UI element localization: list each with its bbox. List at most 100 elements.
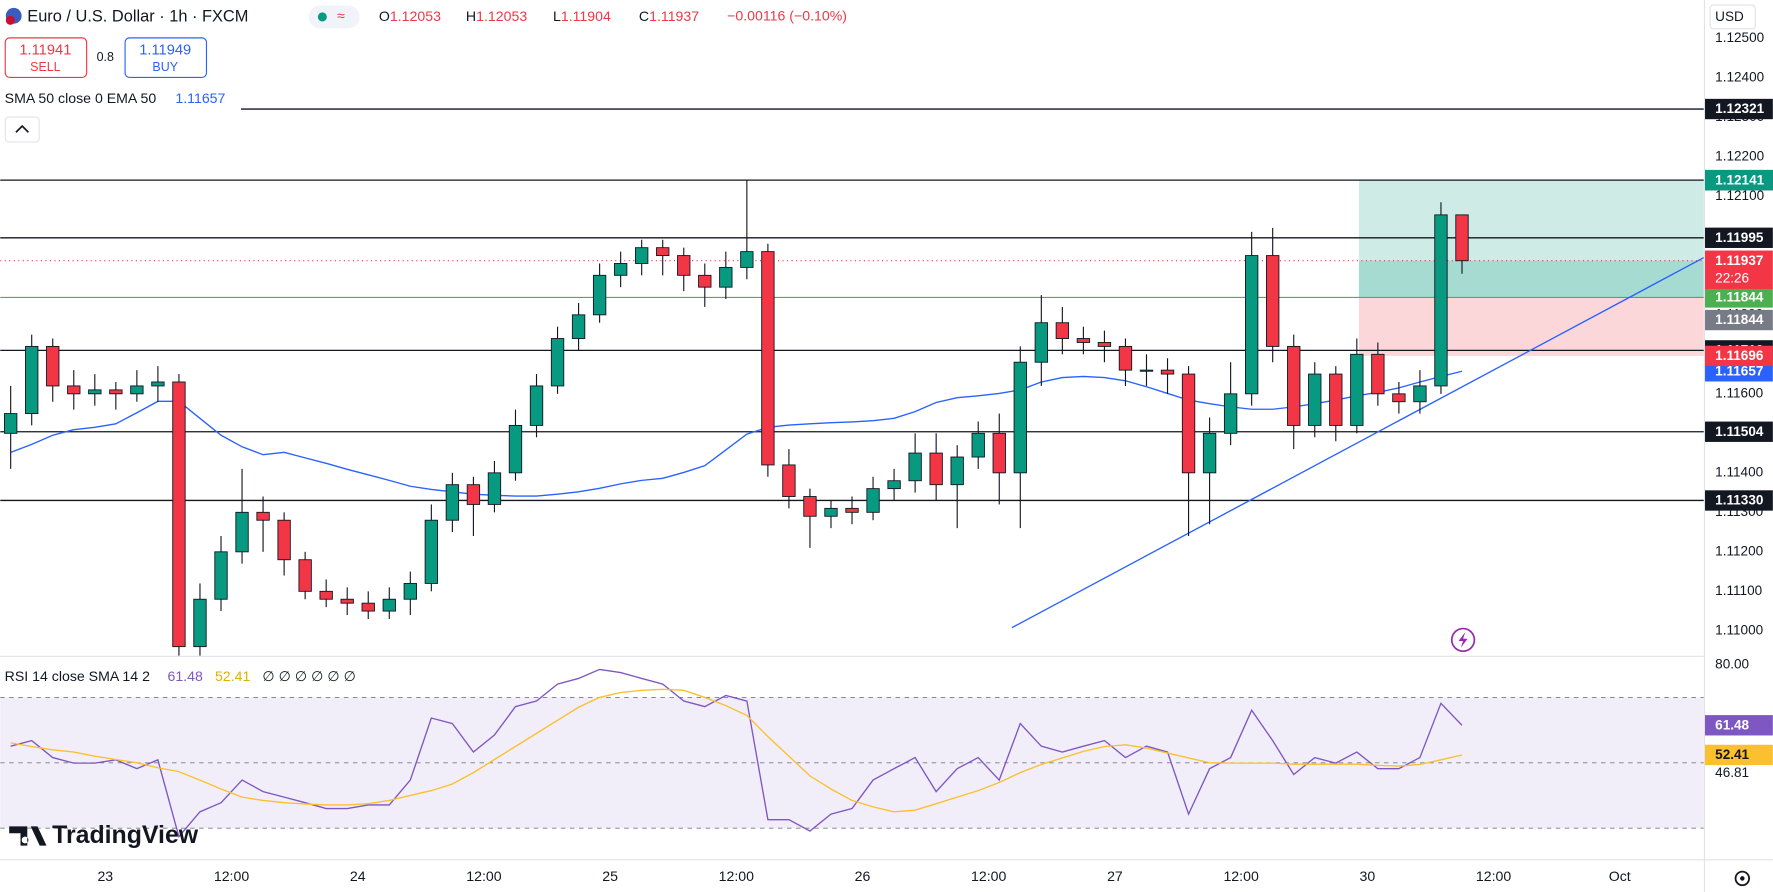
price-badge-label: 1.11657 <box>1715 363 1763 378</box>
ohlc-item: H1.12053 <box>466 8 527 24</box>
candle-body <box>424 519 439 584</box>
candle-body <box>172 381 186 648</box>
candle-body <box>277 519 291 561</box>
candle-body <box>719 266 733 288</box>
y-tick-label: 1.11400 <box>1715 464 1763 479</box>
candle-body <box>235 511 249 553</box>
candle-body <box>1287 345 1301 426</box>
candle-body <box>845 507 859 513</box>
y-tick-label: 1.11100 <box>1715 583 1762 598</box>
price-badge <box>1705 250 1773 289</box>
y-tick-label: 1.12200 <box>1715 148 1764 163</box>
price-badge <box>1705 421 1773 442</box>
indicator-value: 1.11657 <box>175 90 225 106</box>
candle-body <box>46 345 60 387</box>
header: Euro / U.S. Dollar · 1h · FXCM ≈ O1.1205… <box>4 4 1756 887</box>
candle-body <box>109 389 123 395</box>
candle-body <box>25 345 39 415</box>
candle-body <box>929 452 943 486</box>
x-tick-label: 26 <box>855 868 871 884</box>
price-badge <box>1705 490 1773 511</box>
candle-body <box>403 582 417 600</box>
status-pill[interactable] <box>308 5 360 29</box>
ohlc-item: C1.11937 <box>639 8 699 24</box>
candle-body <box>340 598 354 604</box>
candle-body <box>1118 345 1133 371</box>
candle-body <box>1266 255 1280 347</box>
rsi-badge <box>1705 715 1773 736</box>
x-tick-label: 27 <box>1107 868 1123 884</box>
candle-body <box>1308 373 1322 426</box>
currency: USD <box>1715 9 1744 24</box>
position-open-pnl <box>1358 260 1704 298</box>
y-tick-label: 1.11000 <box>1715 622 1763 637</box>
candle-body <box>319 590 333 600</box>
x-tick-label: Oct <box>1609 868 1631 884</box>
candle-body <box>571 314 586 339</box>
ohlc-label: C <box>639 8 649 24</box>
ohlc-label: O <box>379 8 390 24</box>
y-tick-label: 1.11600 <box>1715 385 1763 400</box>
candle-body <box>1055 322 1070 339</box>
candle-body <box>887 480 901 490</box>
candle-body <box>1223 393 1238 434</box>
rsi-empty-values: ∅ ∅ ∅ ∅ ∅ ∅ <box>262 668 355 684</box>
candle-body <box>151 381 165 387</box>
logo-text: TradingView <box>52 821 199 849</box>
spread: 0.8 <box>97 50 114 64</box>
currency-button[interactable] <box>1709 4 1756 30</box>
price-badge-label: 1.11504 <box>1715 424 1764 439</box>
ohlc-label: L <box>553 8 561 24</box>
candle-body <box>613 263 628 276</box>
candle-body <box>950 456 964 486</box>
sell-button[interactable] <box>4 37 88 79</box>
candle-body <box>635 247 649 264</box>
candle-body <box>298 559 312 592</box>
x-tick-label: 30 <box>1359 868 1375 884</box>
sell-label: SELL <box>30 60 60 74</box>
symbol-title[interactable]: Euro / U.S. Dollar · 1h · FXCM <box>27 7 248 25</box>
rsi-tick-label: 46.81 <box>1715 765 1749 780</box>
rsi-legend[interactable]: RSI 14 close SMA 14 2 <box>5 668 150 684</box>
candle-body <box>67 385 81 395</box>
candle-body <box>1392 393 1406 403</box>
position-stop-zone <box>1358 297 1704 356</box>
x-tick-label: 24 <box>350 868 366 884</box>
candle-body <box>88 389 102 395</box>
candle-body <box>908 452 922 482</box>
collapse-button[interactable] <box>4 116 40 143</box>
ohlc-item: L1.11904 <box>553 8 611 24</box>
rsi-tick-label: 80.00 <box>1715 656 1749 671</box>
ohlc-value: 1.12053 <box>476 8 527 24</box>
candle-body <box>466 484 481 505</box>
ohlc-values: O 1.12053 H1.12053 L1.11904 C1.11937 <box>379 8 699 24</box>
rsi-badge-label: 52.41 <box>1715 747 1749 762</box>
candle-body <box>866 488 880 513</box>
rsi-sma-value: 52.41 <box>215 668 250 684</box>
candle-body <box>1202 432 1217 474</box>
y-tick-label: 1.12400 <box>1715 69 1764 84</box>
indicator-legend[interactable]: SMA 50 close 0 EMA 50 <box>5 90 157 106</box>
candle-body <box>592 274 607 316</box>
buy-label: BUY <box>152 60 178 74</box>
candle-body <box>1097 342 1112 347</box>
settings-icon[interactable] <box>1734 870 1751 887</box>
flag-icon <box>5 15 15 25</box>
buy-price: 1.11949 <box>139 43 191 59</box>
candle-body <box>1350 353 1364 426</box>
x-tick-label: 12:00 <box>719 868 754 884</box>
buy-button[interactable] <box>124 37 208 79</box>
candle-body <box>1413 385 1427 403</box>
trendline <box>1011 256 1704 629</box>
candle-body <box>382 598 396 612</box>
candle-body <box>656 247 670 257</box>
price-badge <box>1705 309 1773 331</box>
rsi-badge <box>1705 744 1773 766</box>
candle-body <box>1455 214 1469 262</box>
candle-body <box>971 432 985 458</box>
candle-body <box>782 464 796 497</box>
position-target-zone <box>1358 180 1704 298</box>
price-badge <box>1705 345 1773 367</box>
x-tick-label: 12:00 <box>971 868 1006 884</box>
